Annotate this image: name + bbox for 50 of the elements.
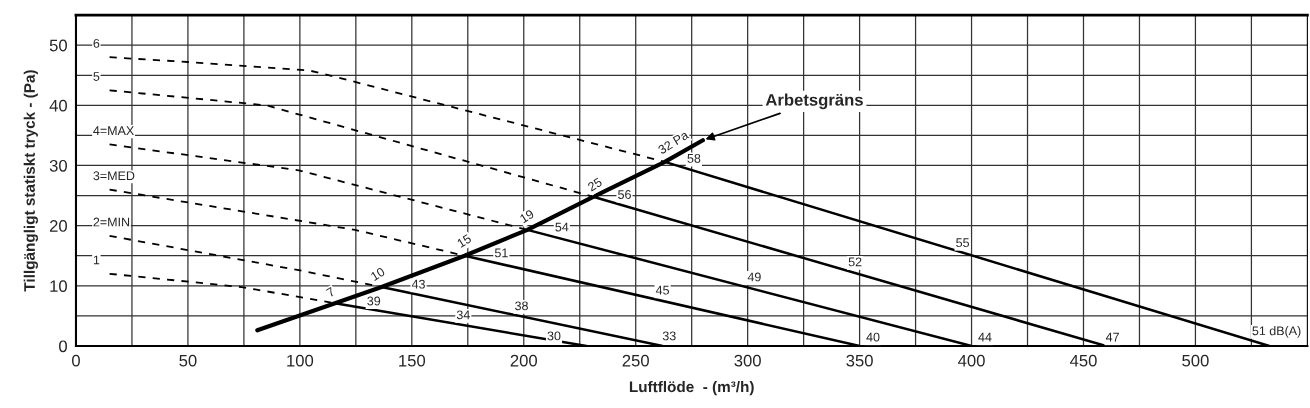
annotation: 40 bbox=[866, 332, 880, 342]
y-tick-label: 20 bbox=[49, 220, 67, 232]
y-tick-label: 30 bbox=[49, 159, 67, 172]
annotation: 51 dB(A) bbox=[1252, 326, 1301, 338]
annotation: 34 bbox=[456, 310, 470, 320]
annotation: 58 bbox=[687, 153, 701, 163]
series-label: 6 bbox=[93, 38, 100, 48]
annotation: 43 bbox=[411, 279, 425, 289]
annotation: 19 bbox=[519, 209, 535, 224]
annotation: 52 bbox=[848, 257, 862, 267]
x-tick-label: 100 bbox=[287, 354, 314, 367]
annotation: 45 bbox=[655, 285, 669, 295]
annotation: 55 bbox=[956, 238, 970, 248]
y-tick-label: 40 bbox=[49, 99, 67, 112]
x-tick-label: 350 bbox=[846, 354, 873, 367]
x-tick-label: 200 bbox=[510, 354, 538, 367]
annotation: 33 bbox=[662, 331, 676, 341]
annotation: 49 bbox=[747, 272, 761, 282]
x-axis-title: Luftflöde - (m³/h) bbox=[629, 380, 754, 396]
series-label: 5 bbox=[93, 72, 100, 81]
x-tick-label: 0 bbox=[72, 354, 80, 367]
text: Arbetsgräns bbox=[765, 93, 863, 110]
annotation: 30 bbox=[547, 331, 561, 341]
y-tick-label: 50 bbox=[49, 39, 67, 52]
x-tick-label: 300 bbox=[734, 354, 761, 367]
annotation: 10 bbox=[370, 266, 386, 282]
annotation: 32 Pa bbox=[657, 129, 690, 155]
annotation: 47 bbox=[1105, 332, 1119, 342]
y-tick-label: 10 bbox=[50, 280, 67, 293]
x-tick-label: 50 bbox=[179, 354, 197, 367]
annotation: 56 bbox=[618, 190, 631, 199]
y-tick-label: 0 bbox=[59, 340, 67, 353]
x-tick-label: 500 bbox=[1182, 354, 1209, 367]
x-tick-label: 400 bbox=[958, 354, 985, 367]
series-label: 4=MAX bbox=[93, 126, 134, 135]
annotation: 38 bbox=[515, 301, 528, 311]
x-tick-label: 250 bbox=[622, 354, 649, 367]
series-label: 1 bbox=[93, 255, 100, 265]
x-tick-label: 450 bbox=[1069, 354, 1097, 367]
y-axis-title: Tillgängligt statiskt tryck - (Pa) bbox=[23, 70, 38, 292]
annotation: 25 bbox=[587, 177, 603, 192]
annotation: 44 bbox=[978, 332, 992, 342]
x-tick-label: 150 bbox=[399, 354, 426, 367]
series-label: 2=MIN bbox=[93, 217, 130, 227]
annotation: 51 bbox=[494, 248, 508, 258]
annotation: 39 bbox=[367, 296, 381, 306]
annotation: 7 bbox=[325, 286, 336, 298]
series-label: 3=MED bbox=[93, 171, 135, 181]
annotation: 15 bbox=[456, 233, 472, 248]
annotation: 54 bbox=[555, 222, 569, 232]
